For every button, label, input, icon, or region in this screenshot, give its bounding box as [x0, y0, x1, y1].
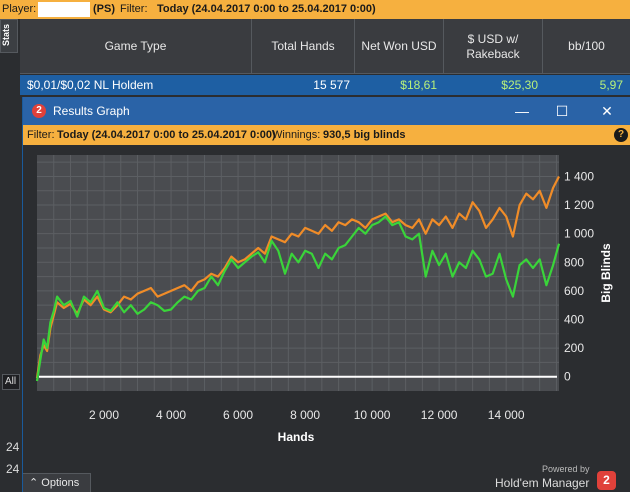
hm-app-icon: 2 [32, 104, 46, 118]
y-tick-label: 800 [564, 255, 584, 269]
player-name-field[interactable] [38, 2, 90, 17]
results-graph-window: 2 Results Graph — ☐ ✕ Filter: Today (24.… [22, 97, 630, 492]
x-tick-label: 8 000 [290, 408, 320, 422]
x-tick-label: 12 000 [421, 408, 458, 422]
y-tick-label: 200 [564, 341, 584, 355]
site-label: (PS) [93, 3, 115, 15]
x-tick-label: 4 000 [156, 408, 186, 422]
y-tick-label: 1 000 [564, 227, 594, 241]
filter-label: Filter: [120, 3, 148, 15]
close-button[interactable]: ✕ [601, 103, 613, 119]
series-line-net-won [35, 215, 561, 382]
series-line-all-in-ev [35, 175, 560, 379]
x-tick-labels: 2 000 4 000 6 000 8 000 10 000 12 000 14 000 [89, 408, 525, 422]
grid-lines [37, 155, 559, 391]
options-button[interactable]: ⌃ Options [23, 473, 91, 492]
stats-tab-label: Stats [1, 23, 12, 47]
background-all-dropdown[interactable]: All [2, 374, 20, 390]
y-tick-label: 0 [564, 370, 571, 384]
cell-bb100: 5,97 [599, 78, 623, 92]
y-axis-label: Big Blinds [599, 243, 613, 303]
y-tick-label: 400 [564, 312, 584, 326]
column-header-total-hands[interactable]: Total Hands [252, 19, 355, 74]
y-tick-label: 1 200 [564, 198, 594, 212]
results-chart: 2 000 4 000 6 000 8 000 10 000 12 000 14 000 0… [35, 155, 613, 444]
maximize-button[interactable]: ☐ [555, 103, 569, 119]
background-row-label: 24 [6, 440, 20, 454]
window-titlebar[interactable]: 2 Results Graph — ☐ ✕ [23, 97, 630, 125]
cell-total-hands: 15 577 [313, 78, 350, 92]
winnings-label: Winnings: [272, 129, 321, 141]
x-tick-label: 6 000 [223, 408, 253, 422]
brand-logo: 2 [597, 471, 616, 490]
cell-usd-rakeback: $25,30 [501, 78, 538, 92]
x-axis-label: Hands [278, 430, 315, 444]
x-tick-label: 2 000 [89, 408, 119, 422]
player-label: Player: [2, 3, 37, 15]
powered-by-label: Powered by [542, 464, 590, 474]
player-filter-bar: Player: (PS) Filter: Today (24.04.2017 0… [0, 0, 630, 19]
background-row-label: 24 [6, 462, 20, 476]
help-icon[interactable]: ? [614, 128, 628, 142]
cell-net-won: $18,61 [400, 78, 437, 92]
column-header-net-won[interactable]: Net Won USD [355, 19, 444, 74]
graph-filter-value: Today (24.04.2017 0:00 to 25.04.2017 0:0… [57, 129, 276, 141]
winnings-value: 930,5 big blinds [323, 129, 406, 141]
column-header-usd-rakeback[interactable]: $ USD w/ Rakeback [444, 19, 543, 74]
y-tick-label: 600 [564, 284, 584, 298]
y-tick-labels: 0 200 400 600 800 1 000 1 200 1 400 [564, 169, 594, 383]
series-lines [35, 175, 561, 382]
column-header-game-type[interactable]: Game Type [20, 19, 252, 74]
options-label: Options [41, 477, 80, 489]
filter-value[interactable]: Today (24.04.2017 0:00 to 25.04.2017 0:0… [157, 3, 376, 15]
column-header-bb100[interactable]: bb/100 [568, 39, 605, 53]
table-row[interactable]: $0,01/$0,02 NL Holdem 15 577 $18,61 $25,… [20, 75, 630, 95]
stats-table-header: Game Type Total Hands Net Won USD $ USD … [20, 19, 630, 74]
plot-area [37, 155, 559, 391]
y-tick-label: 1 400 [564, 169, 594, 183]
stats-tab[interactable]: Stats [0, 19, 18, 53]
x-tick-label: 10 000 [354, 408, 391, 422]
x-tick-label: 14 000 [488, 408, 525, 422]
window-title: Results Graph [53, 104, 130, 118]
brand-name: Hold'em Manager [495, 476, 590, 490]
graph-filter-bar: Filter: Today (24.04.2017 0:00 to 25.04.… [23, 125, 630, 145]
chevron-up-icon: ⌃ [29, 477, 39, 489]
cell-game-type: $0,01/$0,02 NL Holdem [27, 78, 154, 92]
graph-filter-label: Filter: [27, 129, 55, 141]
minimize-button[interactable]: — [515, 103, 529, 119]
